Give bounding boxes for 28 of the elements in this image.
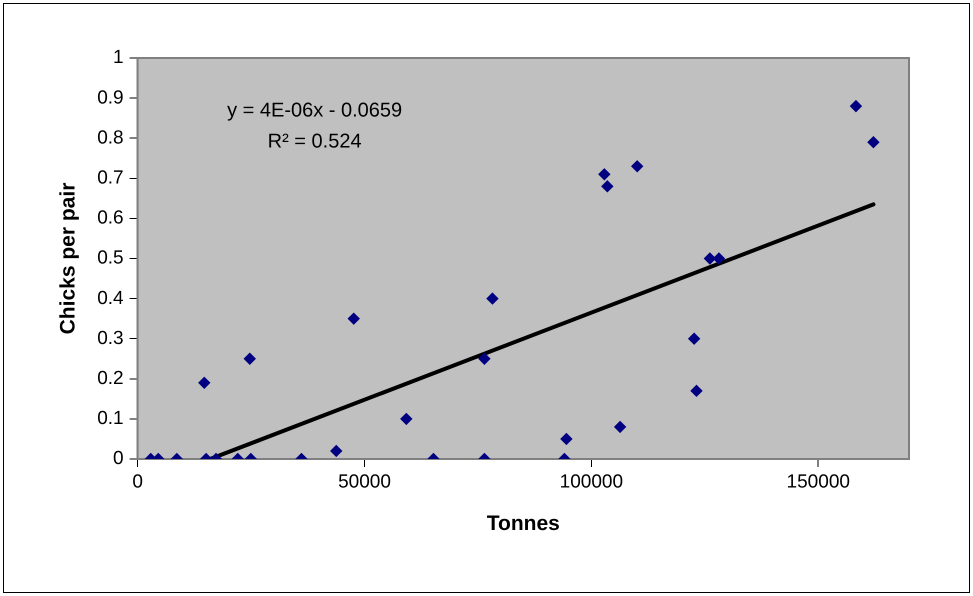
x-tick-label: 50000	[338, 472, 391, 493]
y-tick-label: 0.6	[97, 208, 124, 229]
y-tick-label: 0.4	[97, 288, 124, 309]
point	[867, 136, 880, 148]
x-tick-label: 150000	[786, 472, 850, 493]
x-axis-title: Tonnes	[486, 512, 560, 536]
point	[704, 252, 716, 264]
y-tick-label: 0.2	[97, 368, 124, 390]
y-tick-label: 0.3	[97, 328, 124, 349]
point	[712, 252, 725, 264]
point	[850, 100, 862, 112]
annotation: y = 4E-06x - 0.0659	[227, 100, 402, 122]
y-tick-label: 1	[113, 47, 124, 68]
point	[348, 312, 360, 325]
y-tick-label: 0	[113, 448, 124, 470]
point	[631, 160, 644, 172]
y-tick-label: 0.7	[97, 168, 124, 189]
point	[598, 168, 610, 180]
y-tick-label: 0.1	[97, 408, 124, 430]
y-tick-label: 0.5	[97, 248, 124, 269]
x-tick-label: 100000	[560, 472, 624, 493]
y-tick-label: 0.9	[97, 87, 124, 108]
point	[486, 292, 498, 305]
x-tick-label: 0	[132, 472, 143, 493]
y-axis-title: Chicks per pair	[56, 182, 80, 334]
annotation: R² = 0.524	[268, 130, 362, 153]
point	[601, 180, 614, 192]
y-tick-label: 0.8	[97, 127, 124, 148]
